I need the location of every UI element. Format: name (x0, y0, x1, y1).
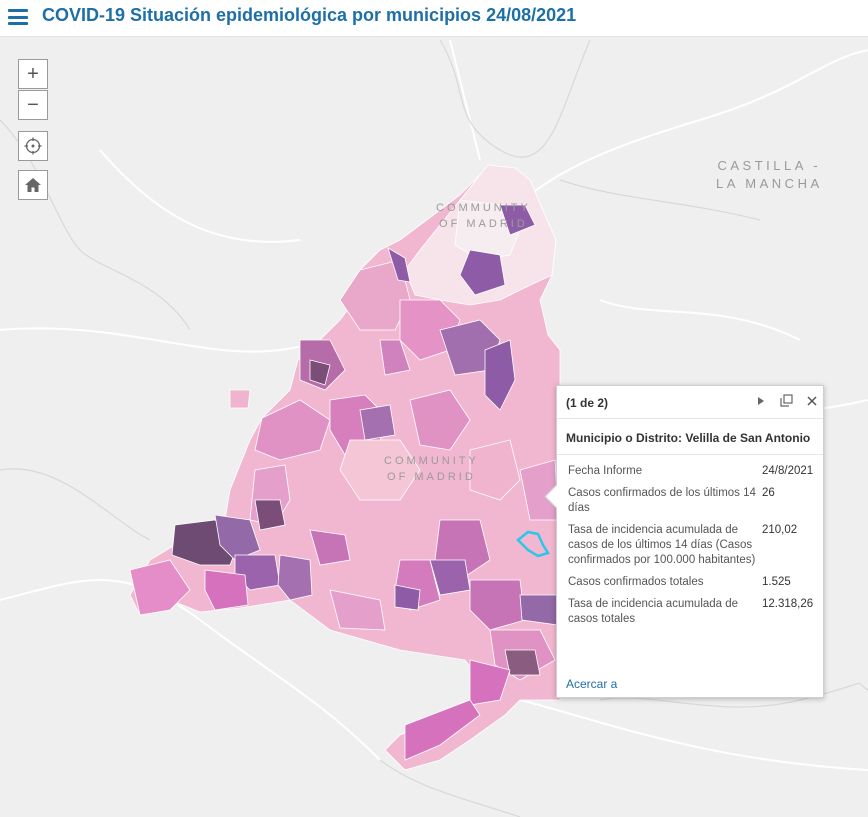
region-label-community-center: COMMUNITY OF MADRID (384, 455, 479, 483)
popup-field-row: Casos confirmados totales 1.525 (557, 572, 823, 594)
play-icon (758, 397, 764, 405)
field-label: Casos confirmados de los últimos 14 días (568, 487, 756, 514)
home-button[interactable] (18, 170, 48, 200)
page-title: COVID-19 Situación epidemiológica por mu… (42, 5, 577, 25)
close-popup-button[interactable] (804, 394, 820, 410)
crosshair-icon (24, 137, 42, 155)
popup-counter: (1 de 2) (566, 396, 609, 410)
field-value: 1.525 (762, 576, 791, 588)
region-label-castilla: CASTILLA - LA MANCHA (716, 158, 823, 191)
zoom-in-button[interactable]: + (18, 59, 48, 89)
popup-header: (1 de 2) (557, 386, 823, 419)
field-label: Fecha Informe (568, 465, 643, 477)
field-label: Casos confirmados totales (568, 576, 704, 588)
field-label: Tasa de incidencia acumulada de casos to… (568, 598, 739, 625)
maximize-icon (779, 394, 793, 407)
field-value: 26 (762, 487, 775, 499)
popup-field-row: Tasa de incidencia acumulada de casos to… (557, 594, 823, 631)
home-icon (25, 178, 41, 192)
hamburger-menu-icon[interactable] (8, 9, 28, 25)
feature-popup: (1 de 2) Municipio o Distrito: Velilla d… (544, 385, 824, 698)
field-label: Tasa de incidencia acumulada de casos de… (568, 524, 756, 566)
field-value: 210,02 (762, 524, 798, 536)
selected-municipality-outline (516, 530, 550, 558)
zoom-to-link[interactable]: Acercar a (566, 677, 618, 691)
popup-field-row: Tasa de incidencia acumulada de casos de… (557, 520, 823, 572)
next-feature-button[interactable] (753, 394, 769, 410)
popup-title: Municipio o Distrito: Velilla de San Ant… (557, 419, 823, 455)
field-value: 12.318,26 (762, 598, 814, 610)
popup-field-row: Casos confirmados de los últimos 14 días… (557, 483, 823, 520)
basemap (0, 39, 868, 817)
locate-button[interactable] (18, 131, 48, 161)
maximize-button[interactable] (778, 394, 794, 410)
app-header: COVID-19 Situación epidemiológica por mu… (0, 0, 868, 37)
popup-field-row: Fecha Informe 24/8/2021 (557, 461, 823, 483)
region-label-community-north: COMMUNITY OF MADRID (436, 202, 531, 230)
field-value: 24/8/2021 (762, 465, 814, 477)
close-icon (807, 396, 817, 406)
zoom-out-button[interactable]: − (18, 90, 48, 120)
